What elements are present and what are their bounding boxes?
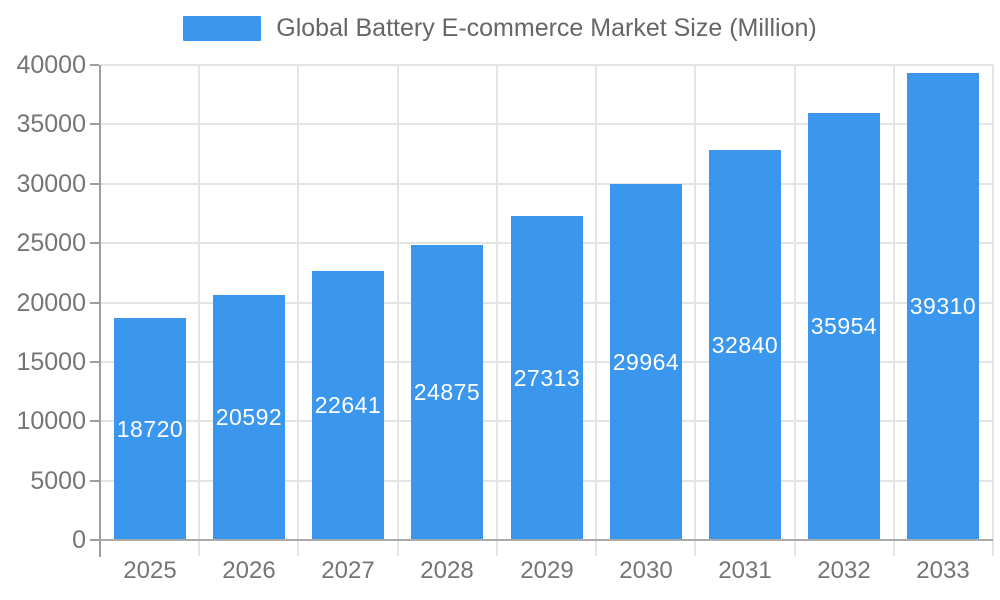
- y-axis-tick: [90, 539, 99, 541]
- y-axis-tick: [90, 361, 99, 363]
- bar-value-label: 20592: [215, 404, 283, 430]
- gridline-vertical: [198, 65, 200, 556]
- y-axis-line: [99, 65, 101, 557]
- bar-value-label: 18720: [116, 415, 184, 442]
- y-axis-label: 40000: [16, 51, 86, 79]
- gridline-vertical: [595, 65, 597, 556]
- gridline-vertical: [794, 65, 796, 556]
- y-axis-tick: [90, 123, 99, 125]
- gridline-horizontal: [100, 183, 993, 185]
- y-axis-label: 5000: [30, 467, 86, 495]
- y-axis-label: 0: [72, 526, 86, 554]
- legend: Global Battery E-commerce Market Size (M…: [0, 14, 1000, 43]
- bar[interactable]: 18720: [114, 318, 186, 540]
- x-axis-label: 2028: [420, 557, 474, 584]
- bar-value-label: 29964: [612, 348, 680, 375]
- gridline-horizontal: [100, 123, 993, 125]
- gridline-vertical: [297, 65, 299, 556]
- x-axis-label: 2026: [222, 557, 276, 584]
- y-axis-tick: [90, 64, 99, 66]
- bar[interactable]: 24875: [411, 245, 483, 540]
- bar[interactable]: 20592: [213, 295, 285, 540]
- gridline-vertical: [694, 65, 696, 556]
- gridline-vertical: [893, 65, 895, 556]
- bar[interactable]: 35954: [808, 113, 880, 540]
- bar-value-label: 35954: [810, 313, 878, 339]
- x-axis-label: 2032: [817, 557, 871, 584]
- bar-value-label: 24875: [413, 379, 481, 405]
- x-axis-label: 2030: [619, 557, 673, 584]
- x-axis-line: [100, 539, 993, 541]
- y-axis-tick: [90, 420, 99, 422]
- y-axis-label: 25000: [16, 229, 86, 257]
- y-axis-tick: [90, 183, 99, 185]
- y-axis-tick: [90, 302, 99, 304]
- y-axis-label: 15000: [16, 348, 86, 376]
- gridline-horizontal: [100, 64, 993, 66]
- x-axis-label: 2031: [718, 557, 772, 584]
- bar-value-label: 39310: [909, 293, 977, 319]
- bar[interactable]: 32840: [709, 150, 781, 540]
- bar-value-label: 27313: [513, 364, 581, 391]
- bar[interactable]: 22641: [312, 271, 384, 540]
- x-axis-label: 2027: [321, 557, 375, 584]
- bar[interactable]: 27313: [511, 216, 583, 540]
- legend-item[interactable]: Global Battery E-commerce Market Size (M…: [183, 14, 817, 43]
- x-axis-label: 2029: [520, 557, 574, 584]
- y-axis-label: 20000: [16, 289, 86, 317]
- plot-area: 18720 20592 22641 24875 27313 29964 32840 35954…: [90, 64, 994, 557]
- y-axis-tick: [90, 242, 99, 244]
- y-axis-label: 30000: [16, 170, 86, 198]
- gridline-vertical: [992, 65, 994, 556]
- y-axis-tick: [90, 480, 99, 482]
- bar-value-label: 22641: [314, 392, 382, 418]
- bar[interactable]: 29964: [610, 184, 682, 540]
- x-axis-label: 2025: [123, 557, 177, 584]
- bar-value-label: 32840: [711, 331, 779, 358]
- gridline-vertical: [397, 65, 399, 556]
- gridline-vertical: [496, 65, 498, 556]
- bar[interactable]: 39310: [907, 73, 979, 540]
- legend-label: Global Battery E-commerce Market Size (M…: [276, 14, 817, 42]
- y-axis-label: 35000: [16, 110, 86, 138]
- legend-swatch: [183, 16, 262, 41]
- y-axis-label: 10000: [16, 407, 86, 435]
- x-axis-label: 2033: [916, 557, 970, 584]
